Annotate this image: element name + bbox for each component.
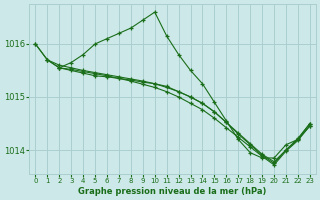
X-axis label: Graphe pression niveau de la mer (hPa): Graphe pression niveau de la mer (hPa) [78,187,267,196]
